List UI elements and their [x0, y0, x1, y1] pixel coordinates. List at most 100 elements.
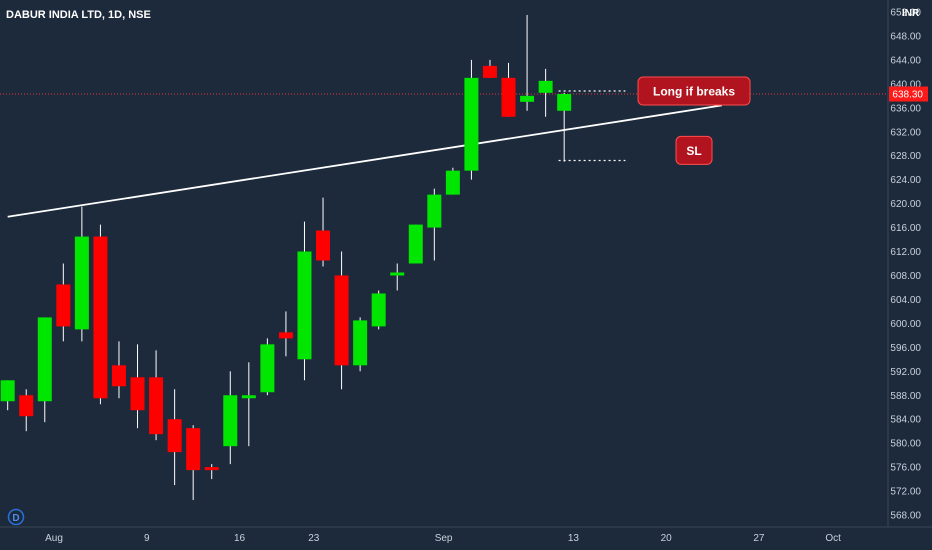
y-tick-label: 628.00	[890, 151, 921, 162]
candle-body	[37, 317, 52, 402]
candle[interactable]	[93, 224, 108, 405]
annotation-text: Long if breaks	[653, 85, 735, 99]
annotation-label[interactable]: Long if breaks	[637, 76, 751, 106]
x-tick-label: 16	[234, 533, 246, 544]
y-tick-label: 584.00	[890, 415, 921, 426]
candle[interactable]	[111, 341, 126, 399]
y-tick-label: 600.00	[890, 319, 921, 330]
candle[interactable]	[74, 206, 89, 342]
candle-body	[520, 95, 535, 102]
candle-body	[316, 230, 331, 261]
candle[interactable]	[167, 389, 182, 486]
y-tick-label: 624.00	[890, 175, 921, 186]
candle[interactable]	[0, 380, 15, 411]
y-tick-label: 580.00	[890, 439, 921, 450]
y-tick-label: 604.00	[890, 295, 921, 306]
candle[interactable]	[464, 59, 479, 180]
candle[interactable]	[445, 167, 460, 195]
candle[interactable]	[241, 362, 256, 447]
y-tick-label: 576.00	[890, 463, 921, 474]
candle[interactable]	[260, 338, 275, 396]
candle[interactable]	[520, 14, 535, 111]
candle-body	[538, 80, 553, 93]
annotation-text: SL	[686, 144, 701, 158]
annotation-box	[637, 76, 751, 106]
indicator-badge[interactable]: D	[7, 508, 25, 526]
candle-body	[167, 419, 182, 453]
x-tick-label: 20	[661, 533, 673, 544]
y-tick-label: 640.00	[890, 79, 921, 90]
candle[interactable]	[334, 251, 349, 390]
price-axis[interactable]: 652.00 648.00 644.00 640.00 636.00 632.00 628.…	[889, 7, 928, 522]
y-tick-label: 612.00	[890, 247, 921, 258]
candle[interactable]	[186, 425, 201, 501]
candle-body	[445, 170, 460, 195]
candle[interactable]	[482, 59, 497, 78]
candle[interactable]	[353, 317, 368, 372]
candle-body	[297, 251, 312, 360]
candle[interactable]	[557, 92, 572, 162]
candle-body	[501, 77, 516, 117]
candle-body	[371, 293, 386, 327]
candle-body	[241, 395, 256, 399]
last-price-tag-bg	[889, 86, 928, 102]
badge-circle-icon	[7, 508, 25, 526]
last-price-tag[interactable]: 638.30	[889, 86, 928, 102]
candle-body	[223, 395, 238, 447]
candle[interactable]	[37, 317, 52, 423]
candle-body	[260, 344, 275, 393]
candle[interactable]	[130, 344, 145, 429]
candle[interactable]	[390, 263, 405, 291]
y-tick-label: 636.00	[890, 103, 921, 114]
x-tick-label: Sep	[435, 533, 453, 544]
y-tick-label: 596.00	[890, 343, 921, 354]
candle[interactable]	[278, 311, 293, 357]
y-tick-label: 648.00	[890, 31, 921, 42]
candle[interactable]	[297, 221, 312, 381]
candle[interactable]	[19, 389, 34, 432]
candle-body	[390, 272, 405, 276]
candle-body	[204, 467, 219, 471]
last-price-tag-text: 638.30	[892, 90, 923, 101]
candle[interactable]	[371, 290, 386, 330]
candle[interactable]	[408, 224, 423, 264]
candle[interactable]	[149, 350, 164, 441]
badge-letter: D	[12, 513, 19, 524]
symbol-title: DABUR INDIA LTD, 1D, NSE	[6, 9, 151, 21]
candle-body	[353, 320, 368, 366]
x-tick-label: Aug	[45, 533, 63, 544]
candle[interactable]	[501, 62, 516, 117]
time-axis[interactable]: Aug 9 16 23 Sep 13 20 27 Oct	[45, 533, 841, 544]
candle[interactable]	[427, 188, 442, 261]
y-tick-label: 568.00	[890, 511, 921, 522]
candle-body	[464, 77, 479, 171]
candle[interactable]	[538, 68, 553, 117]
y-tick-label: 572.00	[890, 487, 921, 498]
candle-body	[186, 428, 201, 471]
candle-body	[278, 332, 293, 339]
candle[interactable]	[56, 263, 71, 342]
currency-label: INR	[902, 8, 920, 19]
y-tick-label: 608.00	[890, 271, 921, 282]
y-tick-label: 632.00	[890, 127, 921, 138]
x-tick-label: 27	[753, 533, 765, 544]
annotation-box	[675, 135, 713, 165]
trendline[interactable]	[7, 104, 722, 218]
candle-body	[74, 236, 89, 330]
candle[interactable]	[316, 197, 331, 267]
y-tick-label: 588.00	[890, 391, 921, 402]
candle-body	[408, 224, 423, 264]
annotation-label[interactable]: SL	[675, 135, 713, 165]
y-tick-label: 652.00	[890, 7, 921, 18]
candle-body	[334, 275, 349, 366]
y-tick-label: 592.00	[890, 367, 921, 378]
candle-body	[130, 377, 145, 411]
candle[interactable]	[204, 464, 219, 480]
candle-body	[56, 284, 71, 327]
candle-body	[93, 236, 108, 399]
y-tick-label: 616.00	[890, 223, 921, 234]
x-tick-label: 13	[568, 533, 580, 544]
candle[interactable]	[223, 371, 238, 465]
